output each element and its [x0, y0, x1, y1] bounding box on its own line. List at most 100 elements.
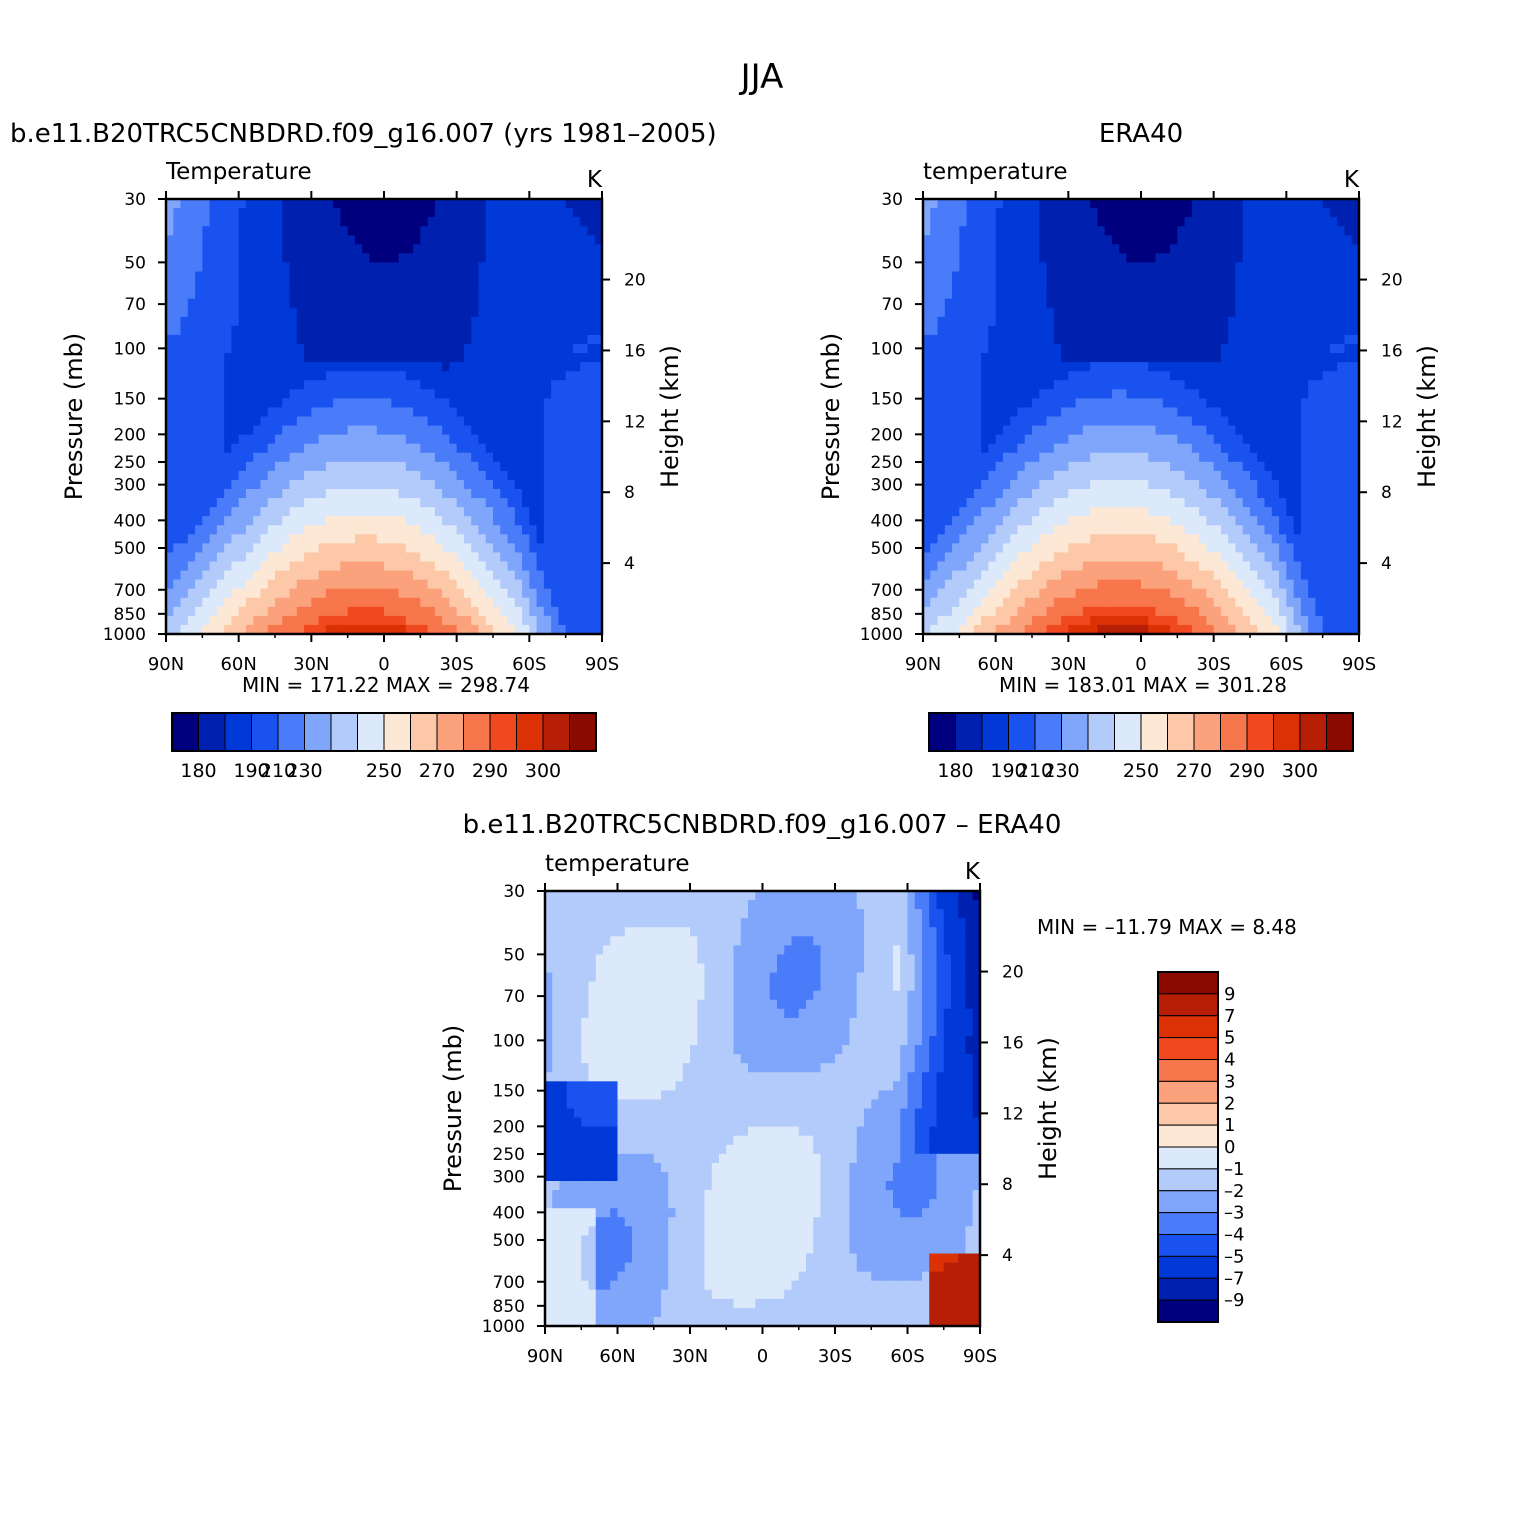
- contour-cell: [267, 525, 276, 535]
- contour-cell: [369, 534, 378, 544]
- contour-cell: [594, 570, 603, 581]
- contour-cell: [471, 398, 480, 409]
- contour-cell: [930, 262, 939, 273]
- contour-cell: [166, 353, 174, 363]
- contour-cell: [594, 425, 603, 436]
- contour-cell: [296, 244, 305, 254]
- contour-cell: [493, 398, 501, 409]
- contour-cell: [173, 552, 182, 563]
- contour-cell: [187, 362, 196, 372]
- contour-cell: [180, 271, 189, 282]
- contour-cell: [311, 470, 320, 481]
- contour-cell: [1170, 253, 1178, 264]
- contour-cell: [267, 389, 276, 399]
- contour-cell: [558, 615, 567, 626]
- contour-cell: [296, 561, 305, 572]
- contour-cell: [995, 226, 1004, 236]
- contour-cell: [362, 579, 371, 590]
- contour-cell: [1155, 525, 1164, 535]
- contour-cell: [1111, 425, 1120, 436]
- contour-cell: [1133, 334, 1142, 345]
- contour-cell: [1046, 461, 1055, 472]
- contour-cell: [1039, 588, 1048, 599]
- contour-cell: [1184, 389, 1193, 399]
- contour-cell: [594, 235, 603, 245]
- contour-cell: [529, 461, 538, 472]
- contour-cell: [1032, 262, 1040, 273]
- contour-cell: [442, 534, 450, 544]
- contour-cell: [543, 624, 552, 635]
- contour-cell: [1017, 597, 1026, 608]
- contour-cell: [1046, 434, 1055, 445]
- contour-cell: [405, 597, 414, 608]
- contour-cell: [558, 606, 567, 617]
- contour-cell: [463, 353, 472, 363]
- contour-cell: [238, 235, 247, 245]
- contour-cell: [1104, 235, 1113, 245]
- contour-cell: [1017, 452, 1026, 463]
- contour-cell: [1032, 525, 1040, 535]
- contour-cell: [952, 579, 960, 590]
- contour-cell: [471, 543, 480, 554]
- contour-cell: [1097, 624, 1106, 635]
- contour-cell: [587, 443, 596, 454]
- contour-cell: [275, 371, 283, 381]
- contour-cell: [1046, 353, 1055, 363]
- contour-cell: [1032, 398, 1040, 409]
- contour-cell: [456, 353, 465, 363]
- contour-cell: [318, 525, 327, 535]
- contour-cell: [275, 353, 283, 363]
- contour-cell: [398, 461, 407, 472]
- contour-cell: [318, 507, 327, 517]
- contour-cell: [551, 498, 559, 508]
- y-axis-title: Pressure (mb): [60, 333, 88, 500]
- contour-cell: [558, 199, 567, 209]
- contour-cell: [195, 534, 203, 544]
- contour-cell: [187, 615, 196, 626]
- contour-cell: [187, 253, 196, 264]
- contour-cell: [1010, 407, 1019, 418]
- contour-cell: [1220, 316, 1229, 327]
- contour-cell: [369, 371, 378, 381]
- contour-cell: [959, 498, 968, 508]
- contour-cell: [594, 289, 603, 300]
- contour-cell: [1097, 489, 1106, 499]
- contour-cell: [427, 416, 436, 427]
- contour-cell: [456, 253, 465, 264]
- contour-cell: [362, 334, 371, 345]
- y-right-tick-label: 16: [624, 341, 646, 361]
- contour-cell: [1126, 235, 1135, 245]
- contour-cell: [442, 208, 450, 218]
- contour-cell: [572, 507, 581, 517]
- contour-cell: [296, 624, 305, 635]
- contour-cell: [1206, 362, 1215, 372]
- contour-cell: [1191, 389, 1200, 399]
- contour-cell: [493, 507, 501, 517]
- contour-cell: [405, 624, 414, 635]
- contour-cell: [485, 371, 494, 381]
- contour-cell: [514, 597, 523, 608]
- contour-cell: [253, 606, 262, 617]
- contour-cell: [1170, 461, 1178, 472]
- contour-cell: [522, 407, 530, 418]
- contour-cell: [216, 362, 225, 372]
- contour-cell: [923, 289, 931, 300]
- contour-cell: [180, 353, 189, 363]
- contour-cell: [959, 325, 968, 336]
- contour-cell: [1075, 244, 1084, 254]
- contour-cell: [594, 271, 603, 282]
- contour-cell: [485, 552, 494, 563]
- contour-cell: [1155, 208, 1164, 218]
- contour-cell: [959, 416, 968, 427]
- contour-cell: [478, 217, 487, 227]
- contour-cell: [362, 597, 371, 608]
- contour-cell: [405, 534, 414, 544]
- contour-cell: [376, 606, 385, 617]
- contour-cell: [1075, 498, 1084, 508]
- contour-cell: [1213, 425, 1222, 436]
- contour-cell: [187, 334, 196, 345]
- contour-cell: [347, 380, 356, 390]
- contour-cell: [572, 344, 581, 354]
- contour-cell: [195, 588, 203, 599]
- contour-cell: [216, 534, 225, 544]
